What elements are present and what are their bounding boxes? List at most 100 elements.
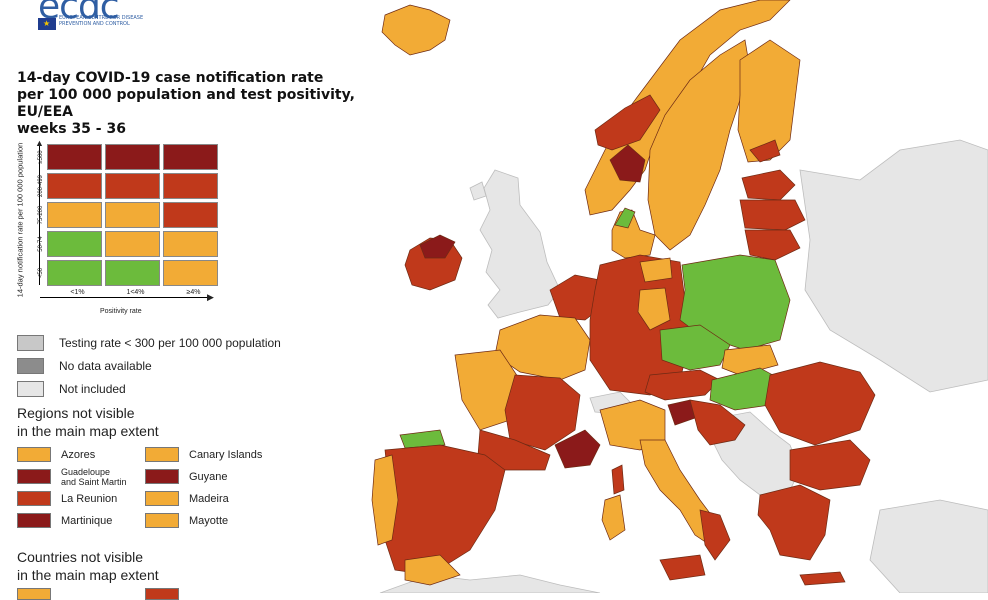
matrix-cell <box>163 260 218 286</box>
matrix-col-label: ≥4% <box>186 289 201 296</box>
region-germany-north <box>639 257 673 283</box>
region-legend-item: Mayotte <box>145 513 228 528</box>
region-austria <box>644 369 721 401</box>
region-czechia <box>659 324 731 371</box>
matrix-row-label: 50-74 <box>38 236 44 252</box>
region-legend-item: Guadeloupe and Saint Martin <box>17 466 127 487</box>
legend-swatch <box>17 358 44 374</box>
matrix-cell <box>105 231 160 257</box>
matrix-cell <box>47 202 102 228</box>
region-greece <box>757 484 831 561</box>
region-turkey <box>869 499 988 593</box>
matrix-y-label: 14-day notification rate per 100 000 pop… <box>15 142 25 298</box>
legend-item: Not included <box>17 381 126 397</box>
matrix-x-axis <box>40 297 212 298</box>
region-legend-item: Madeira <box>145 491 229 506</box>
logo-subtitle: EUROPEAN CENTRE FOR DISEASE PREVENTION A… <box>59 15 144 27</box>
region-legend-item: Martinique <box>17 513 112 528</box>
region-label: Guyane <box>189 470 228 483</box>
legend-item: Testing rate < 300 per 100 000 populatio… <box>17 335 281 351</box>
region-iceland <box>381 4 451 56</box>
region-spain <box>384 444 506 576</box>
matrix-cell <box>47 231 102 257</box>
region-swatch <box>145 447 179 462</box>
region-germany-east <box>637 287 671 331</box>
matrix-cell <box>47 260 102 286</box>
region-croatia <box>689 399 746 446</box>
matrix-cell <box>163 231 218 257</box>
region-latvia <box>739 199 806 231</box>
region-swatch <box>17 469 51 484</box>
matrix-row-label: <50 <box>38 267 44 279</box>
region-label: Madeira <box>189 492 229 505</box>
region-legend-item: Canary Islands <box>145 447 262 462</box>
matrix-col-label: <1% <box>70 289 85 296</box>
matrix-col-label: 1<4% <box>126 289 145 296</box>
region-bulgaria <box>789 439 871 491</box>
arrow-right-icon: ▶ <box>207 292 214 302</box>
matrix-cell <box>163 173 218 199</box>
region-romania <box>764 361 876 446</box>
region-estonia <box>741 169 796 201</box>
matrix-cell <box>105 202 160 228</box>
region-france-central <box>504 374 581 451</box>
region-sweden <box>647 39 751 251</box>
region-label: Mayotte <box>189 514 229 527</box>
matrix-row-label: 200-499 <box>38 174 44 198</box>
region-sicily <box>659 554 706 581</box>
region-legend-item: Guyane <box>145 469 228 484</box>
matrix-cell <box>47 173 102 199</box>
region-portugal <box>371 454 399 546</box>
region-norway-red-west <box>594 94 661 151</box>
region-label: Guadeloupe and Saint Martin <box>61 466 127 487</box>
region-finland <box>737 39 801 163</box>
matrix-row-label: 75-200 <box>38 205 44 225</box>
map-title: 14-day COVID-19 case notification rate p… <box>17 70 355 137</box>
region-spain-south <box>404 554 461 586</box>
region-label: Canary Islands <box>189 448 263 461</box>
region-italy-south <box>699 509 731 561</box>
region-swatch <box>17 513 51 528</box>
region-legend-item: La Reunion <box>17 491 117 506</box>
legend-label: Not included <box>59 382 126 396</box>
region-ireland-north <box>419 234 456 259</box>
region-lithuania <box>744 229 801 261</box>
region-denmark <box>611 209 656 259</box>
region-swatch <box>145 469 179 484</box>
region-swatch <box>17 491 51 506</box>
matrix-cell <box>105 260 160 286</box>
region-uk <box>479 169 561 319</box>
region-label: Martinique <box>61 514 113 527</box>
ecdc-logo: ecdc EUROPEAN CENTRE FOR DISEASE PREVENT… <box>38 0 158 40</box>
matrix-cell <box>163 144 218 170</box>
matrix-cell <box>163 202 218 228</box>
matrix-cell <box>47 144 102 170</box>
region-provence <box>554 429 601 469</box>
legend-label: Testing rate < 300 per 100 000 populatio… <box>59 336 281 350</box>
region-legend-item: Azores <box>17 447 95 462</box>
regions-heading: Regions not visible in the main map exte… <box>17 405 159 439</box>
matrix-y-axis <box>39 145 40 285</box>
region-denmark-north <box>614 207 636 229</box>
region-spain-north <box>399 429 446 449</box>
legend-swatch <box>17 381 44 397</box>
region-label: Azores <box>61 448 96 461</box>
region-swatch <box>17 447 51 462</box>
region-crete <box>799 571 846 586</box>
legend-swatch <box>17 335 44 351</box>
matrix-cell <box>105 144 160 170</box>
region-finland-south <box>749 139 781 163</box>
region-corsica <box>611 464 625 495</box>
matrix-cell <box>105 173 160 199</box>
matrix-row-label: ≥500 <box>38 150 44 164</box>
country-swatch-2 <box>145 588 179 600</box>
region-scotland-isles <box>469 181 487 201</box>
countries-heading: Countries not visible in the main map ex… <box>17 549 159 583</box>
region-oslo <box>609 144 646 183</box>
matrix-x-label: Positivity rate <box>100 308 142 315</box>
region-poland <box>679 254 791 351</box>
region-label: La Reunion <box>61 492 118 505</box>
eu-flag-icon <box>38 18 56 30</box>
legend-label: No data available <box>59 359 152 373</box>
